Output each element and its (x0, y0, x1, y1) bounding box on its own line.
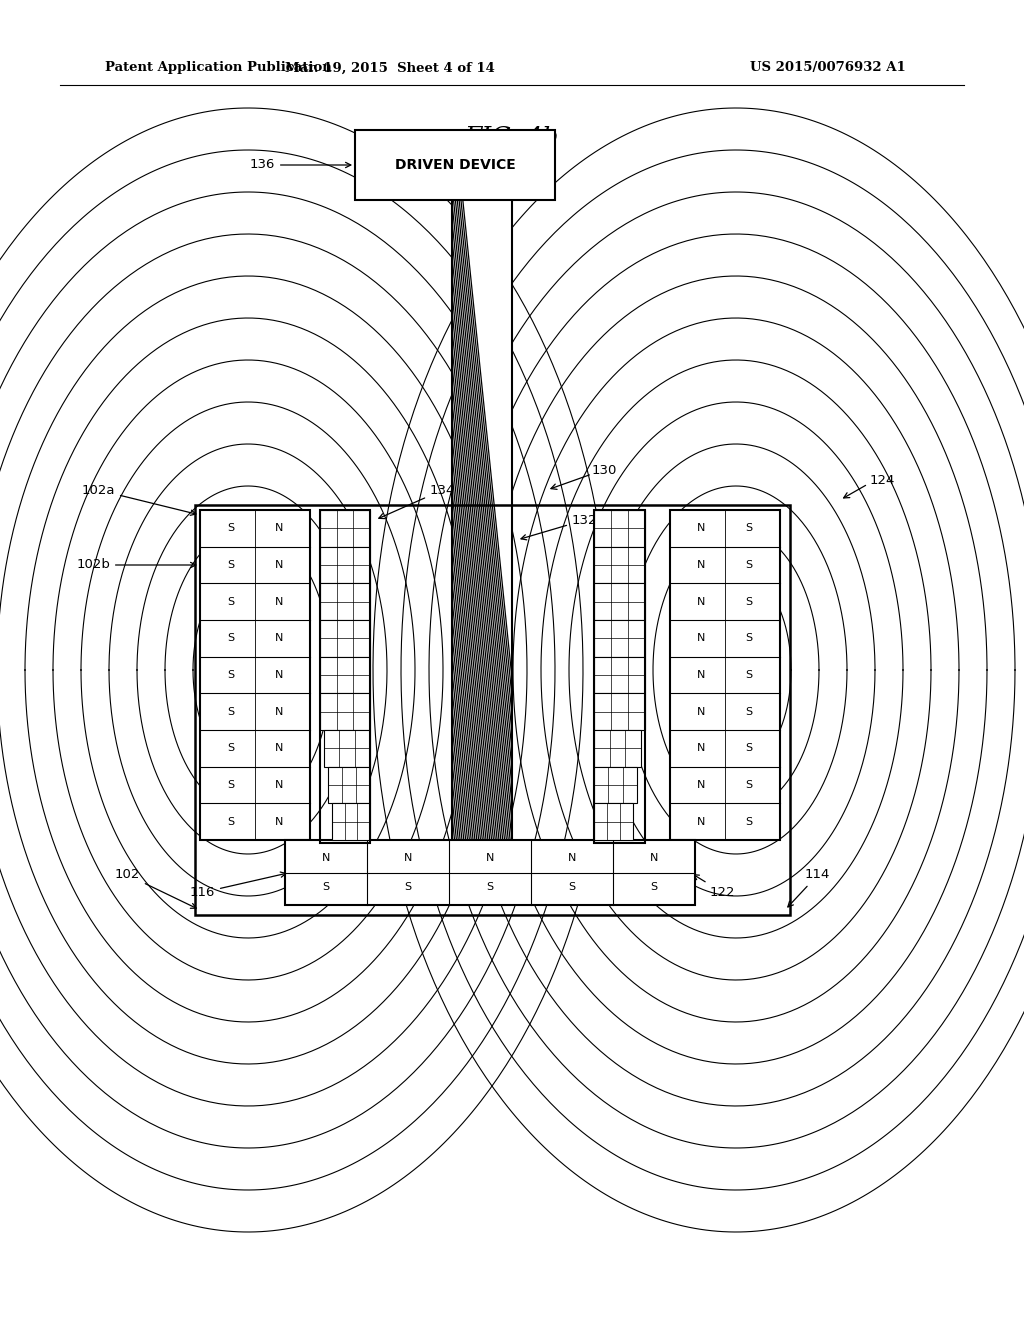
Bar (594, 620, 645, 656)
Text: N: N (696, 560, 705, 570)
Text: DRIVEN DEVICE: DRIVEN DEVICE (394, 158, 515, 172)
Text: N: N (696, 817, 705, 826)
Text: N: N (275, 817, 284, 826)
Bar (594, 656, 645, 693)
Bar (324, 730, 370, 767)
Bar (319, 510, 370, 843)
Text: 116: 116 (189, 873, 286, 899)
Text: 134: 134 (379, 483, 456, 519)
Bar (319, 583, 370, 620)
Text: S: S (745, 560, 753, 570)
Text: N: N (696, 634, 705, 643)
Bar (319, 693, 370, 730)
Bar (285, 840, 695, 906)
Text: N: N (568, 853, 577, 863)
Text: Patent Application Publication: Patent Application Publication (105, 62, 332, 74)
Text: N: N (696, 743, 705, 754)
Text: S: S (745, 634, 753, 643)
Text: N: N (275, 743, 284, 754)
Text: N: N (696, 671, 705, 680)
Bar (319, 620, 370, 656)
Bar (594, 510, 645, 843)
Bar (319, 656, 370, 693)
Text: Mar. 19, 2015  Sheet 4 of 14: Mar. 19, 2015 Sheet 4 of 14 (285, 62, 495, 74)
Text: S: S (227, 523, 234, 533)
Bar (319, 510, 370, 546)
Text: S: S (650, 882, 657, 892)
Text: 114: 114 (787, 869, 830, 907)
Text: 132: 132 (521, 513, 597, 540)
Text: S: S (745, 671, 753, 680)
Bar (319, 546, 370, 583)
Text: N: N (275, 597, 284, 607)
Text: FIG. 4b: FIG. 4b (465, 127, 559, 149)
Text: S: S (227, 706, 234, 717)
Bar (195, 506, 790, 915)
Text: N: N (696, 597, 705, 607)
Bar (594, 730, 641, 767)
Text: N: N (696, 780, 705, 789)
Bar (594, 804, 633, 840)
Text: S: S (227, 597, 234, 607)
Text: N: N (275, 706, 284, 717)
Text: S: S (227, 671, 234, 680)
Text: S: S (745, 817, 753, 826)
Bar (200, 510, 310, 840)
Bar (355, 129, 555, 201)
Bar (594, 583, 645, 620)
Text: N: N (322, 853, 330, 863)
Text: S: S (486, 882, 494, 892)
Text: N: N (650, 853, 658, 863)
Text: N: N (275, 560, 284, 570)
Text: S: S (227, 780, 234, 789)
Text: 124: 124 (870, 474, 895, 487)
Text: 136: 136 (250, 158, 351, 172)
Text: N: N (275, 671, 284, 680)
Bar (452, 154, 512, 855)
Text: N: N (696, 523, 705, 533)
Text: 102: 102 (115, 869, 197, 908)
Bar (332, 804, 370, 840)
Text: S: S (227, 634, 234, 643)
Text: N: N (696, 706, 705, 717)
Text: S: S (227, 817, 234, 826)
Text: S: S (745, 597, 753, 607)
Text: S: S (745, 706, 753, 717)
Text: N: N (485, 853, 495, 863)
Bar (594, 767, 637, 804)
Text: S: S (568, 882, 575, 892)
Text: N: N (403, 853, 413, 863)
Text: N: N (275, 523, 284, 533)
Text: 130: 130 (592, 463, 617, 477)
Text: 102a: 102a (82, 483, 196, 515)
Text: S: S (404, 882, 412, 892)
Bar (328, 767, 370, 804)
Text: S: S (227, 560, 234, 570)
Text: 102b: 102b (76, 558, 196, 572)
Text: S: S (745, 780, 753, 789)
Text: S: S (745, 523, 753, 533)
Text: S: S (745, 743, 753, 754)
Text: S: S (323, 882, 330, 892)
Bar (594, 546, 645, 583)
Text: US 2015/0076932 A1: US 2015/0076932 A1 (750, 62, 906, 74)
Text: S: S (227, 743, 234, 754)
Bar (594, 510, 645, 546)
Text: N: N (275, 634, 284, 643)
Bar (452, 154, 512, 855)
Text: 122: 122 (693, 875, 735, 899)
Bar (594, 693, 645, 730)
Text: N: N (275, 780, 284, 789)
Bar (670, 510, 780, 840)
